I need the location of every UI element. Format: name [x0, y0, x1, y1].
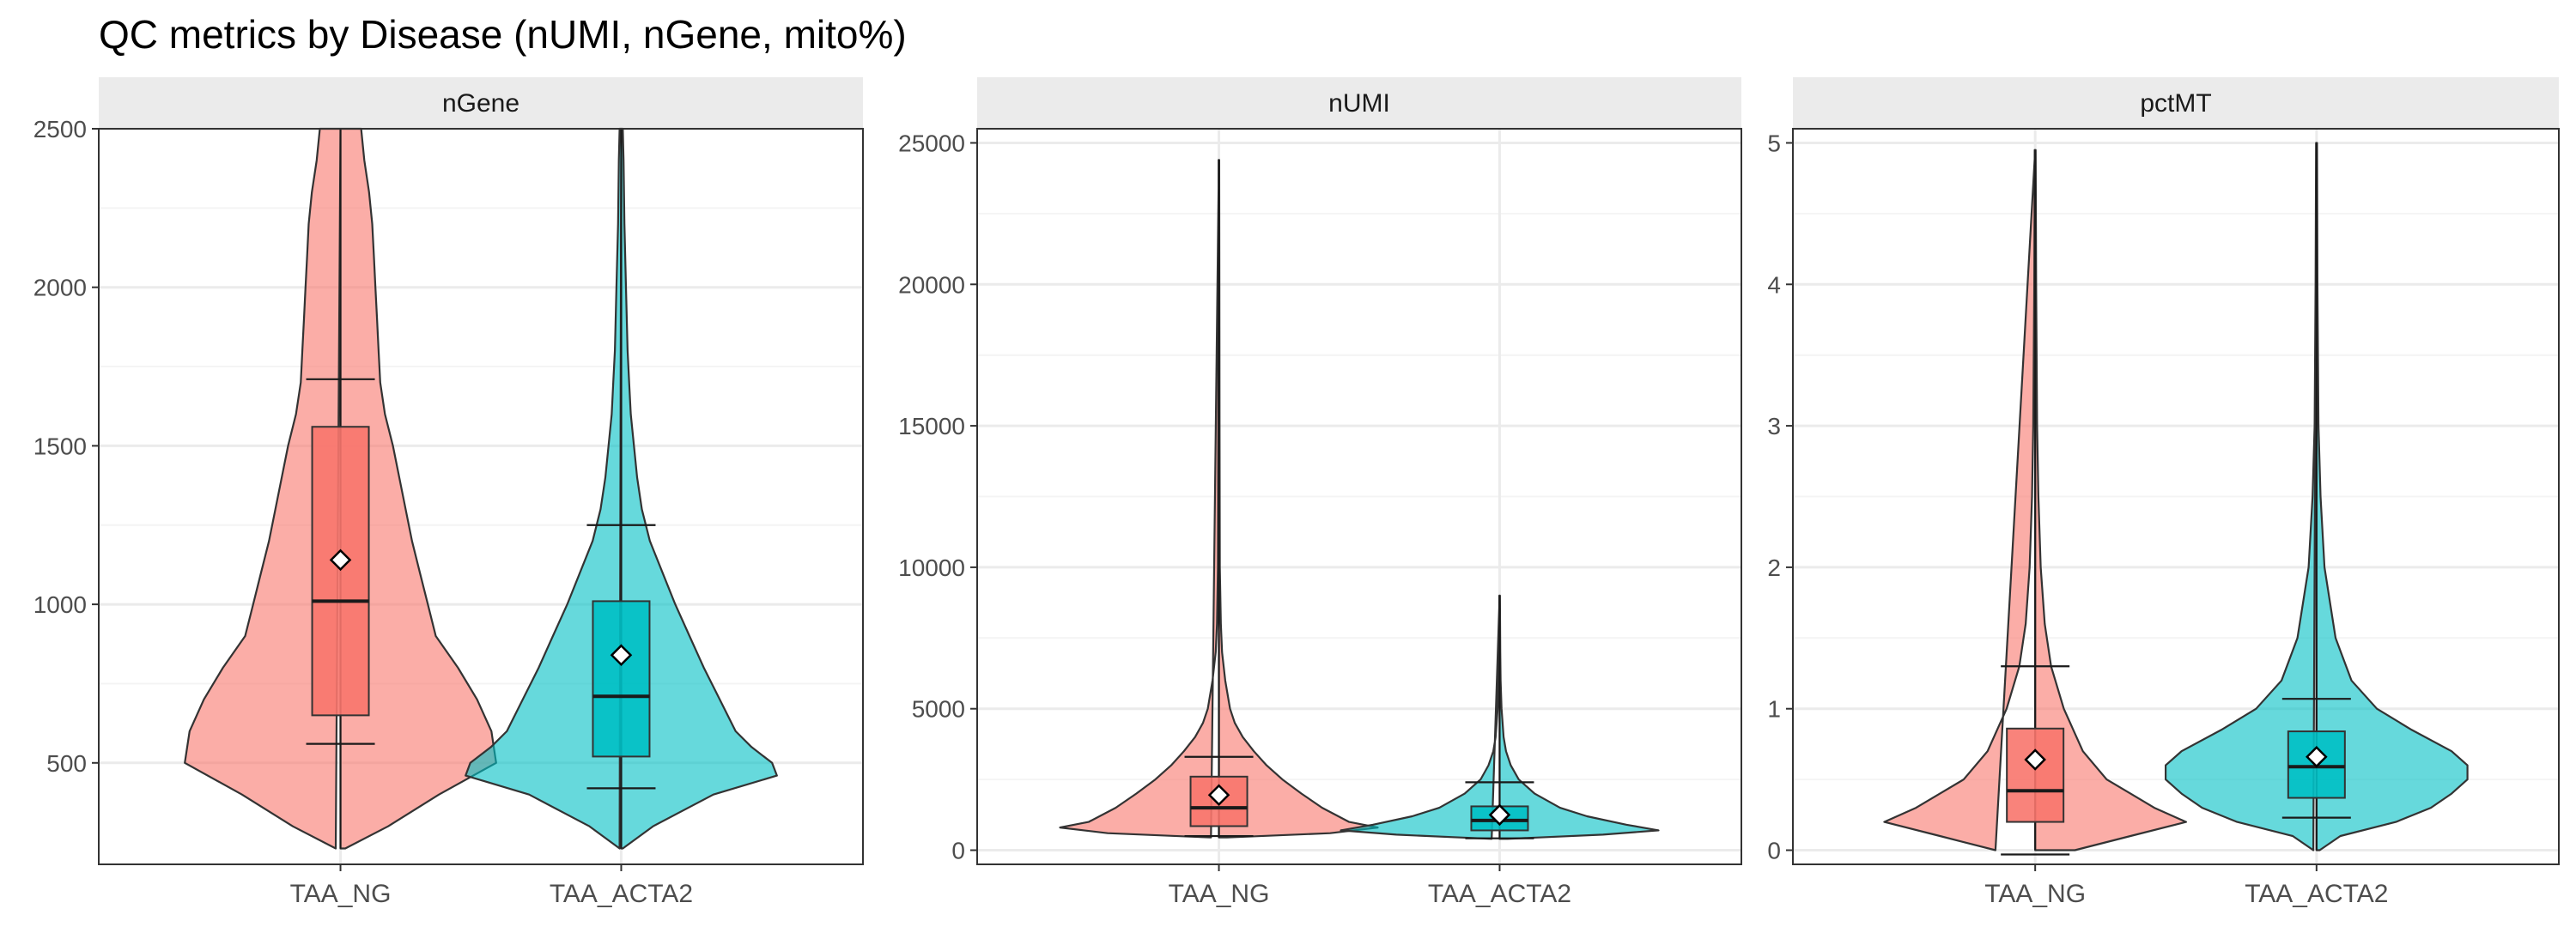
y-tick-label-nGene: 1000	[33, 591, 87, 618]
x-tick-label-pctMT: TAA_NG	[1984, 880, 2086, 908]
x-tick-label-nGene: TAA_NG	[290, 880, 392, 908]
mean-nUMI-TAA_NG	[1207, 784, 1230, 807]
y-tick-label-nUMI: 15000	[898, 413, 965, 439]
mean-nGene-TAA_NG	[329, 548, 352, 572]
strip-label-pctMT: pctMT	[2140, 89, 2211, 118]
y-tick-label-pctMT: 2	[1767, 554, 1781, 581]
y-tick-label-nGene: 2000	[33, 275, 87, 301]
x-tick-label-nGene: TAA_ACTA2	[550, 880, 693, 908]
panel-pctMT: pctMT 0 1 2 3 4 5 TAA_NG TAA_ACTA2	[1767, 77, 2560, 908]
mean-nGene-TAA_ACTA2	[610, 644, 633, 666]
x-tick-label-nUMI: TAA_NG	[1169, 880, 1270, 908]
y-tick-label-pctMT: 4	[1767, 271, 1781, 298]
mean-nUMI-TAA_ACTA2	[1488, 803, 1511, 827]
strip-label-nUMI: nUMI	[1328, 89, 1390, 118]
y-tick-label-nUMI: 10000	[898, 554, 965, 581]
strip-label-nGene: nGene	[442, 89, 519, 118]
x-tick-label-pctMT: TAA_ACTA2	[2245, 880, 2388, 908]
y-tick-label-nUMI: 0	[951, 838, 965, 864]
y-tick-label-nGene: 2500	[33, 116, 87, 142]
panel-border-pctMT	[1792, 128, 2560, 865]
y-tick-label-nUMI: 25000	[898, 130, 965, 156]
y-tick-label-pctMT: 3	[1767, 413, 1781, 439]
y-tick-label-pctMT: 1	[1767, 696, 1781, 723]
strip-nGene	[99, 77, 863, 129]
y-tick-label-nGene: 1500	[33, 433, 87, 459]
panel-border-nUMI	[976, 128, 1742, 865]
y-tick-label-nUMI: 20000	[898, 271, 965, 298]
box-nGene-TAA_NG	[311, 426, 370, 717]
box-nGene-TAA_ACTA2	[592, 600, 651, 758]
y-tick-label-pctMT: 0	[1767, 838, 1781, 864]
box-pctMT-TAA_NG	[2006, 727, 2065, 823]
y-tick-label-nUMI: 5000	[912, 696, 965, 723]
x-tick-label-nUMI: TAA_ACTA2	[1428, 880, 1571, 908]
panel-nUMI: nUMI 0 5000 10000 15000 20000 25000 TAA_NG TAA_A…	[898, 77, 1742, 908]
violin-pctMT-TAA_NG	[1883, 148, 2187, 851]
panel-border-nGene	[98, 128, 864, 865]
mean-pctMT-TAA_ACTA2	[2306, 745, 2328, 768]
panel-nGene: nGene 500 1000 1500 2000 2500 TAA_NG TAA_ACTA2	[33, 77, 864, 908]
y-tick-label-pctMT: 5	[1767, 130, 1781, 156]
chart-title: QC metrics by Disease (nUMI, nGene, mito…	[99, 12, 907, 57]
y-tick-label-nGene: 500	[46, 750, 87, 777]
mean-pctMT-TAA_NG	[2024, 748, 2046, 771]
strip-nUMI	[977, 77, 1741, 129]
strip-pctMT	[1793, 77, 2559, 129]
